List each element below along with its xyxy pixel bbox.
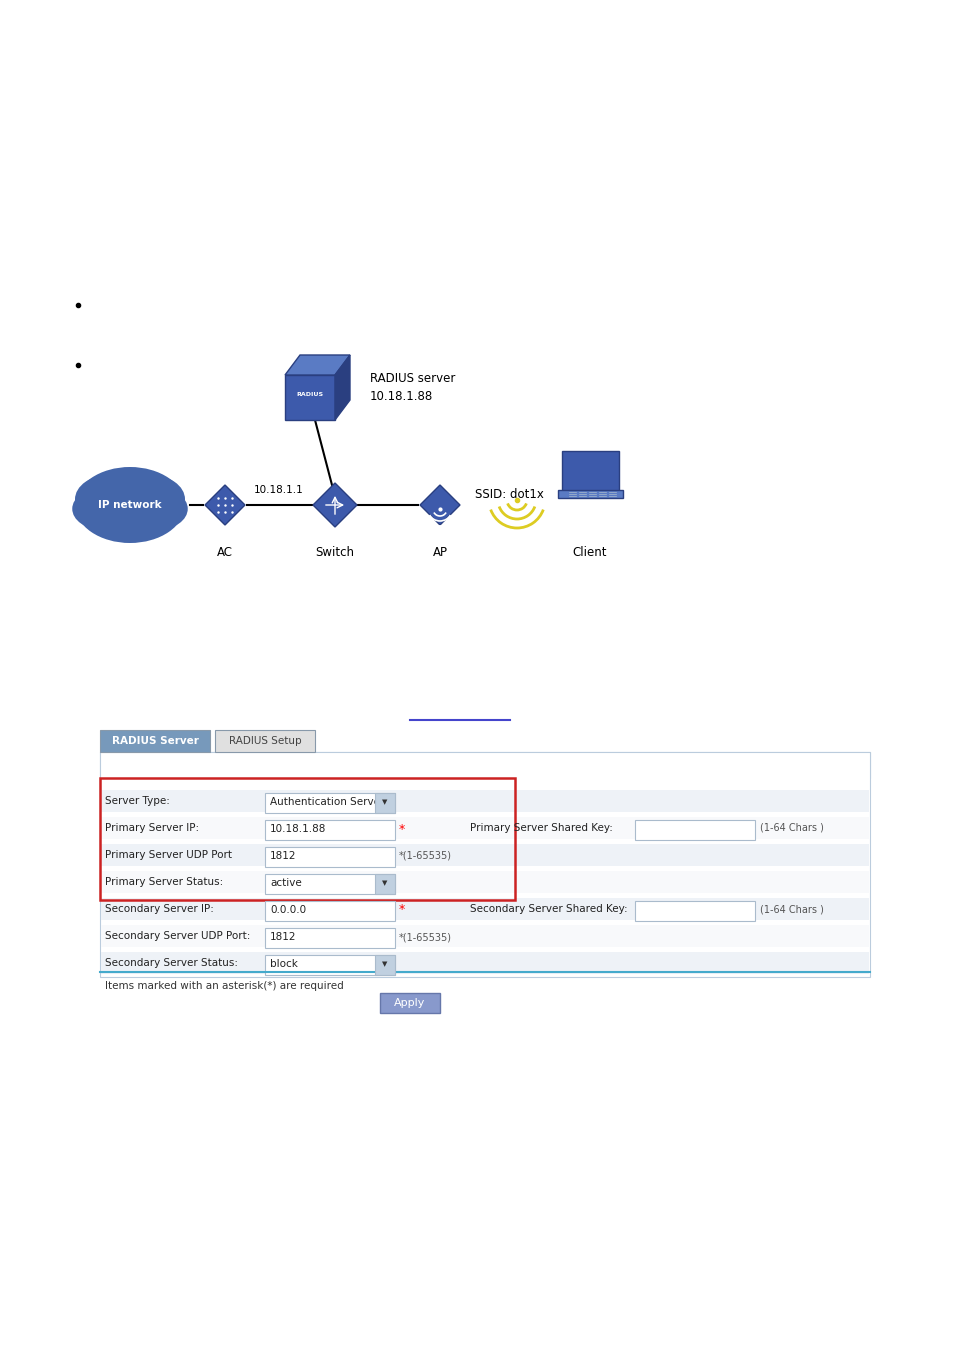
Text: RADIUS Server: RADIUS Server bbox=[112, 736, 198, 747]
Polygon shape bbox=[285, 355, 350, 375]
FancyBboxPatch shape bbox=[375, 792, 395, 813]
Text: Switch: Switch bbox=[315, 547, 355, 559]
Text: *(1-65535): *(1-65535) bbox=[398, 931, 452, 942]
Text: 0.0.0.0: 0.0.0.0 bbox=[270, 904, 306, 915]
Text: IP network: IP network bbox=[98, 500, 162, 510]
Polygon shape bbox=[419, 485, 459, 525]
FancyBboxPatch shape bbox=[265, 927, 395, 948]
Text: Secondary Server Shared Key:: Secondary Server Shared Key: bbox=[470, 904, 627, 914]
FancyBboxPatch shape bbox=[375, 873, 395, 894]
Text: (1-64 Chars ): (1-64 Chars ) bbox=[760, 824, 823, 833]
Polygon shape bbox=[285, 375, 335, 420]
FancyBboxPatch shape bbox=[635, 819, 754, 840]
FancyBboxPatch shape bbox=[101, 790, 868, 811]
FancyBboxPatch shape bbox=[101, 871, 868, 892]
FancyBboxPatch shape bbox=[558, 490, 622, 498]
Text: Secondary Server UDP Port:: Secondary Server UDP Port: bbox=[105, 931, 250, 941]
Ellipse shape bbox=[75, 467, 185, 543]
FancyBboxPatch shape bbox=[265, 792, 395, 813]
Text: *: * bbox=[398, 822, 405, 836]
Text: Items marked with an asterisk(*) are required: Items marked with an asterisk(*) are req… bbox=[105, 981, 343, 991]
Text: Server Type:: Server Type: bbox=[105, 796, 170, 806]
FancyBboxPatch shape bbox=[101, 844, 868, 865]
FancyBboxPatch shape bbox=[101, 952, 868, 973]
Polygon shape bbox=[205, 485, 245, 525]
FancyBboxPatch shape bbox=[101, 817, 868, 838]
Text: *: * bbox=[398, 903, 405, 917]
Text: ▼: ▼ bbox=[382, 880, 387, 886]
Text: Apply: Apply bbox=[394, 998, 425, 1008]
FancyBboxPatch shape bbox=[100, 752, 869, 778]
FancyBboxPatch shape bbox=[265, 819, 395, 840]
FancyBboxPatch shape bbox=[561, 451, 618, 491]
Text: Primary Server Status:: Primary Server Status: bbox=[105, 878, 223, 887]
Text: Primary Server UDP Port: Primary Server UDP Port bbox=[105, 850, 232, 860]
Text: ▼: ▼ bbox=[382, 961, 387, 967]
FancyBboxPatch shape bbox=[265, 873, 395, 894]
Text: SWITCH: SWITCH bbox=[325, 531, 344, 536]
FancyBboxPatch shape bbox=[101, 898, 868, 919]
Ellipse shape bbox=[113, 494, 169, 532]
Text: RADIUS server: RADIUS server bbox=[370, 371, 455, 385]
FancyBboxPatch shape bbox=[375, 954, 395, 975]
FancyBboxPatch shape bbox=[635, 900, 754, 921]
Text: Primary Server IP:: Primary Server IP: bbox=[105, 824, 199, 833]
FancyBboxPatch shape bbox=[379, 994, 439, 1012]
FancyBboxPatch shape bbox=[265, 900, 395, 921]
Text: 10.18.1.88: 10.18.1.88 bbox=[270, 824, 326, 834]
Text: RADIUS Setup: RADIUS Setup bbox=[229, 736, 301, 747]
Ellipse shape bbox=[127, 487, 188, 529]
Text: SSID: dot1x: SSID: dot1x bbox=[475, 489, 543, 501]
Text: Secondary Server Status:: Secondary Server Status: bbox=[105, 958, 237, 968]
Text: RADIUS: RADIUS bbox=[296, 393, 323, 397]
Text: block: block bbox=[270, 958, 297, 969]
Ellipse shape bbox=[113, 475, 185, 524]
Ellipse shape bbox=[91, 494, 147, 532]
Text: (1-64 Chars ): (1-64 Chars ) bbox=[760, 904, 823, 914]
Text: AP: AP bbox=[432, 547, 447, 559]
Text: Client: Client bbox=[572, 547, 607, 559]
Text: AC: AC bbox=[216, 547, 233, 559]
Text: Secondary Server IP:: Secondary Server IP: bbox=[105, 904, 213, 914]
Ellipse shape bbox=[97, 494, 163, 536]
Text: 10.18.1.1: 10.18.1.1 bbox=[253, 485, 304, 495]
FancyBboxPatch shape bbox=[214, 730, 314, 752]
Text: 1812: 1812 bbox=[270, 850, 296, 861]
Text: ▼: ▼ bbox=[382, 799, 387, 805]
Text: Primary Server Shared Key:: Primary Server Shared Key: bbox=[470, 824, 612, 833]
FancyBboxPatch shape bbox=[100, 730, 210, 752]
Ellipse shape bbox=[75, 475, 147, 524]
Ellipse shape bbox=[72, 487, 132, 529]
Polygon shape bbox=[313, 483, 356, 526]
Text: 1812: 1812 bbox=[270, 931, 296, 942]
Text: active: active bbox=[270, 878, 301, 888]
Text: Authentication Server: Authentication Server bbox=[270, 796, 384, 807]
Text: *(1-65535): *(1-65535) bbox=[398, 850, 452, 861]
FancyBboxPatch shape bbox=[100, 752, 869, 977]
Polygon shape bbox=[335, 355, 350, 420]
FancyBboxPatch shape bbox=[101, 925, 868, 946]
FancyBboxPatch shape bbox=[265, 954, 395, 975]
FancyBboxPatch shape bbox=[265, 846, 395, 867]
Text: 10.18.1.88: 10.18.1.88 bbox=[370, 390, 433, 402]
